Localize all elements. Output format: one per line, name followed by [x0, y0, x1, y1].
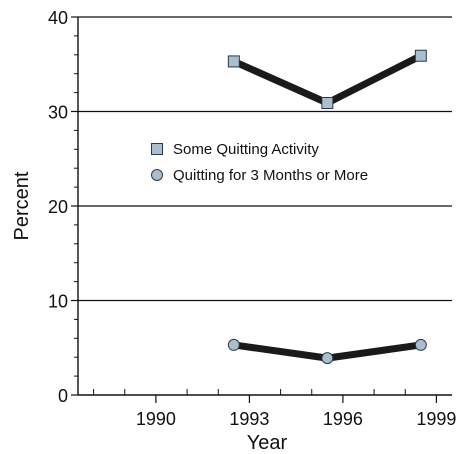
legend-label-1: Quitting for 3 Months or More — [173, 167, 368, 184]
x-tick-label-1996: 1996 — [323, 409, 363, 429]
y-tick-label-0: 0 — [58, 386, 68, 406]
x-axis-title: Year — [247, 432, 288, 454]
legend-marker-1 — [151, 169, 163, 181]
y-tick-label-30: 30 — [48, 103, 68, 123]
data-point-0-1 — [321, 96, 334, 109]
data-point-1-1 — [321, 352, 334, 365]
data-point-1-2 — [414, 338, 427, 351]
x-tick-label-1999: 1999 — [416, 409, 456, 429]
data-point-1-0 — [227, 338, 240, 351]
series-layer — [227, 49, 427, 365]
y-axis-title: Percent — [11, 171, 33, 240]
legend: Some Quitting Activity Quitting for 3 Mon… — [151, 141, 368, 184]
y-tick-label-20: 20 — [48, 197, 68, 217]
legend-label-0: Some Quitting Activity — [173, 141, 319, 158]
legend-marker-0 — [151, 143, 163, 155]
ticks: 0 10 20 30 40 1990 1993 1996 1999 — [48, 8, 456, 429]
y-tick-label-40: 40 — [48, 8, 68, 28]
x-tick-label-1990: 1990 — [136, 409, 176, 429]
data-point-0-2 — [414, 49, 427, 62]
gridlines — [78, 16, 452, 302]
x-tick-label-1993: 1993 — [229, 409, 269, 429]
data-point-0-0 — [227, 55, 240, 68]
series-line-0 — [232, 52, 423, 107]
y-tick-label-10: 10 — [48, 292, 68, 312]
